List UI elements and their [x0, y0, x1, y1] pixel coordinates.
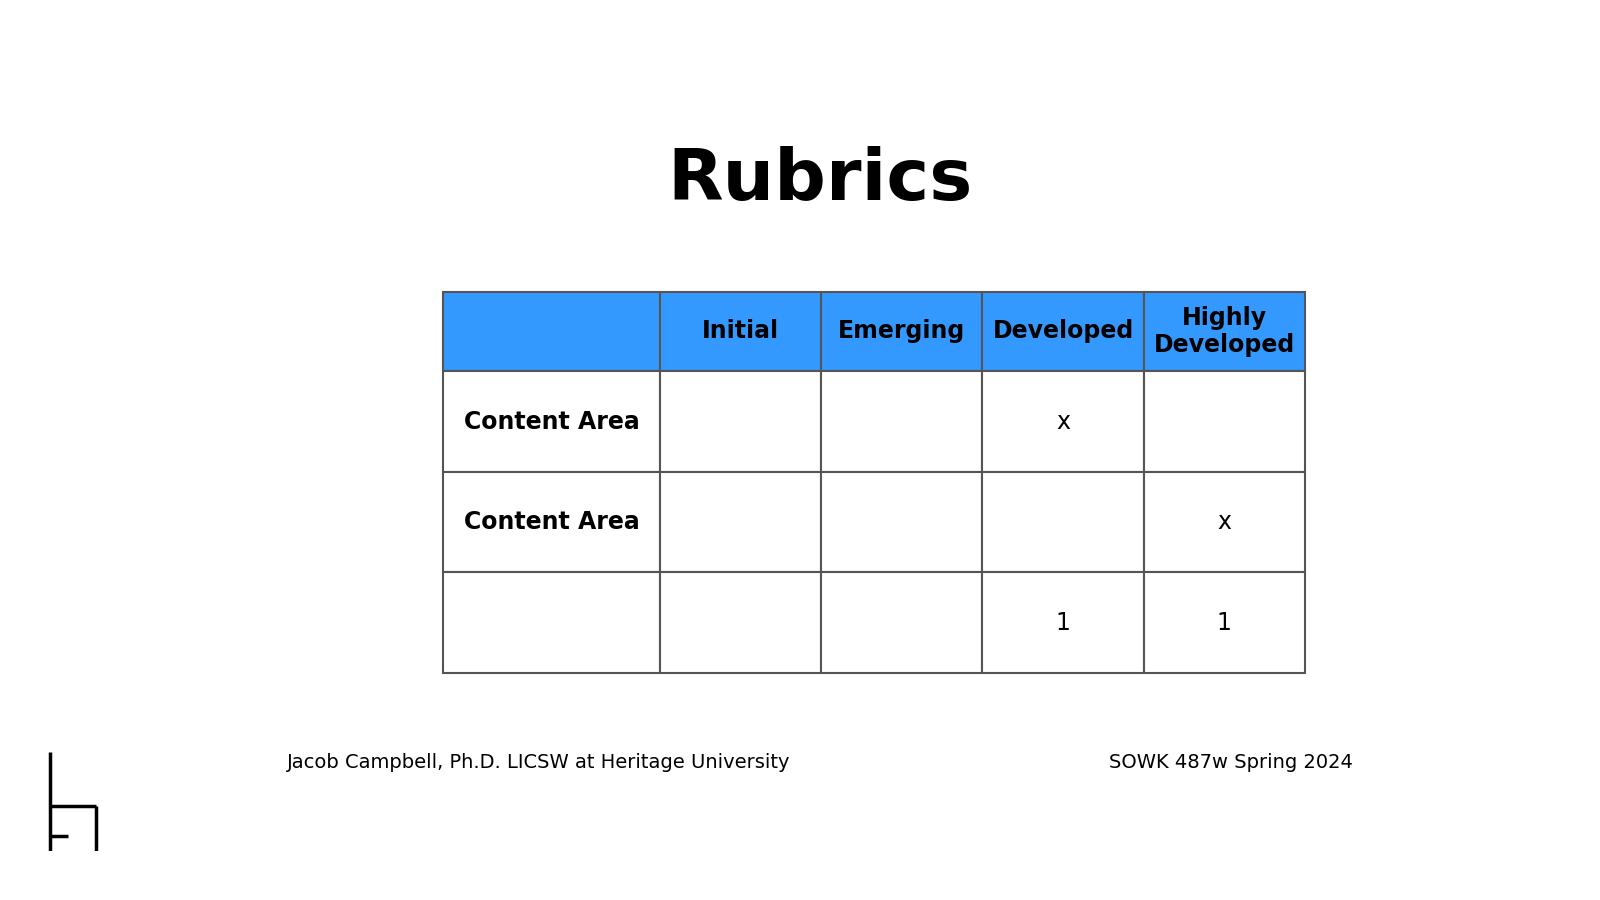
Bar — [821, 292, 982, 372]
Text: Highly
Developed: Highly Developed — [1154, 306, 1294, 357]
Text: x: x — [1218, 510, 1232, 534]
Text: Jacob Campbell, Ph.D. LICSW at Heritage University: Jacob Campbell, Ph.D. LICSW at Heritage … — [286, 753, 790, 772]
Bar — [661, 472, 821, 572]
Text: Initial: Initial — [702, 320, 779, 344]
Bar — [1144, 572, 1306, 673]
Bar — [1144, 292, 1306, 372]
Bar — [661, 572, 821, 673]
Bar — [1144, 472, 1306, 572]
Text: Developed: Developed — [992, 320, 1134, 344]
Bar — [443, 372, 661, 472]
Bar — [821, 472, 982, 572]
Bar — [821, 372, 982, 472]
Bar — [1144, 372, 1306, 472]
Text: Content Area: Content Area — [464, 410, 640, 434]
Text: SOWK 487w Spring 2024: SOWK 487w Spring 2024 — [1109, 753, 1354, 772]
Bar — [443, 472, 661, 572]
Bar — [661, 292, 821, 372]
Text: x: x — [1056, 410, 1070, 434]
Text: Emerging: Emerging — [838, 320, 965, 344]
Text: Content Area: Content Area — [464, 510, 640, 534]
Text: 1: 1 — [1218, 610, 1232, 634]
Text: Rubrics: Rubrics — [667, 147, 973, 215]
Bar — [821, 572, 982, 673]
Bar — [443, 292, 661, 372]
Bar — [982, 572, 1144, 673]
Bar — [982, 372, 1144, 472]
Bar — [661, 372, 821, 472]
Bar — [982, 472, 1144, 572]
Bar — [982, 292, 1144, 372]
Text: 1: 1 — [1056, 610, 1070, 634]
Bar — [443, 572, 661, 673]
